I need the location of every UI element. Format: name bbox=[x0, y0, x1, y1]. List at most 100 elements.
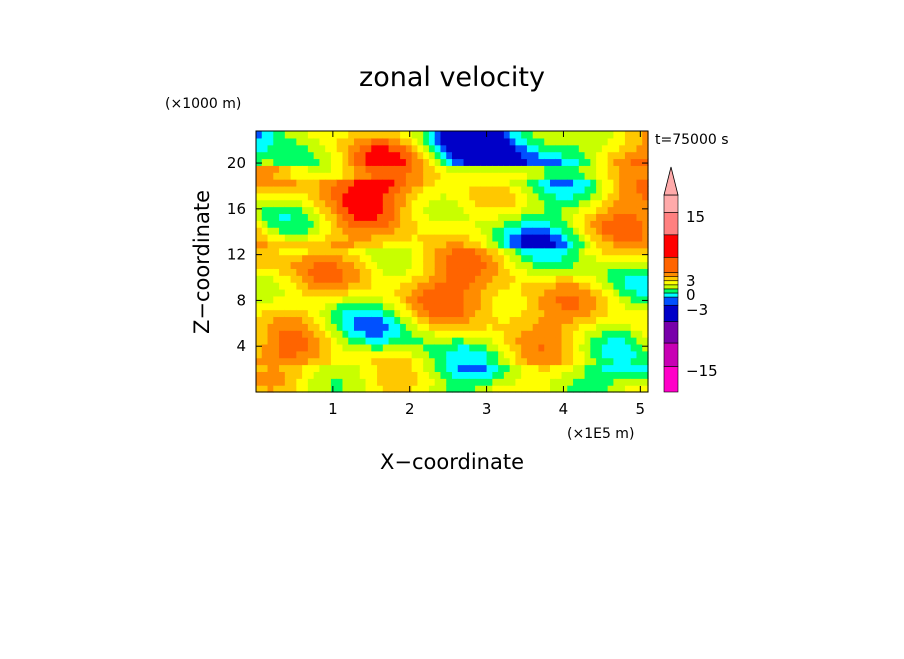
heatmap-cell bbox=[457, 179, 465, 187]
heatmap-cell bbox=[480, 227, 488, 235]
heatmap-cell bbox=[279, 261, 286, 269]
heatmap-cell bbox=[273, 337, 280, 345]
heatmap-cell bbox=[636, 275, 643, 283]
heatmap-cell bbox=[613, 179, 620, 187]
heatmap-cell bbox=[642, 330, 649, 338]
heatmap-cell bbox=[526, 227, 534, 235]
heatmap-cell bbox=[428, 234, 436, 242]
heatmap-cell bbox=[492, 179, 499, 187]
heatmap-cell bbox=[636, 179, 643, 187]
heatmap-cell bbox=[400, 220, 407, 228]
heatmap-cell bbox=[359, 337, 367, 345]
heatmap-cell bbox=[480, 357, 488, 366]
heatmap-cell bbox=[457, 302, 465, 311]
heatmap-cell bbox=[354, 199, 361, 208]
heatmap-cell bbox=[463, 254, 470, 263]
heatmap-cell bbox=[526, 302, 534, 311]
heatmap-cell bbox=[642, 192, 649, 201]
colorbar-swatch bbox=[663, 234, 679, 258]
heatmap-cell bbox=[613, 165, 620, 173]
heatmap-cell bbox=[325, 282, 332, 290]
heatmap-cell bbox=[480, 371, 488, 379]
heatmap-cell bbox=[486, 172, 493, 180]
heatmap-cell bbox=[296, 309, 303, 318]
heatmap-cell bbox=[515, 261, 522, 269]
heatmap-cell bbox=[521, 378, 528, 386]
heatmap-cell bbox=[296, 165, 303, 173]
heatmap-cell bbox=[359, 350, 367, 359]
heatmap-cell bbox=[273, 385, 280, 393]
heatmap-cell bbox=[359, 240, 367, 249]
heatmap-cell bbox=[475, 309, 482, 318]
heatmap-cell bbox=[365, 309, 372, 318]
heatmap-cell bbox=[313, 185, 321, 194]
heatmap-cell bbox=[492, 247, 499, 256]
heatmap-cell bbox=[307, 234, 315, 242]
heatmap-cell bbox=[538, 288, 545, 297]
heatmap-cell bbox=[486, 199, 493, 208]
heatmap-cell bbox=[256, 234, 263, 242]
heatmap-cell bbox=[325, 131, 332, 139]
heatmap-cell bbox=[359, 385, 367, 393]
heatmap-cell bbox=[590, 240, 597, 249]
heatmap-cell bbox=[371, 350, 378, 359]
heatmap-cell bbox=[475, 192, 482, 201]
heatmap-cell bbox=[550, 192, 557, 201]
heatmap-cell bbox=[538, 268, 545, 276]
heatmap-cell bbox=[382, 343, 390, 352]
heatmap-cell bbox=[273, 275, 280, 283]
heatmap-cell bbox=[365, 330, 372, 338]
heatmap-cell bbox=[526, 206, 534, 215]
heatmap-cell bbox=[544, 137, 551, 146]
heatmap-cell bbox=[371, 282, 378, 290]
heatmap-cell bbox=[273, 254, 280, 263]
heatmap-cell bbox=[521, 158, 528, 166]
heatmap-cell bbox=[590, 302, 597, 311]
heatmap-cell bbox=[302, 275, 309, 283]
heatmap-cell bbox=[573, 302, 580, 311]
heatmap-cell bbox=[417, 254, 424, 263]
heatmap-cell bbox=[440, 282, 447, 290]
heatmap-cell bbox=[550, 323, 557, 331]
heatmap-cell bbox=[538, 343, 545, 352]
heatmap-cell bbox=[498, 185, 505, 194]
heatmap-cell bbox=[365, 240, 372, 249]
heatmap-cell bbox=[492, 213, 499, 221]
heatmap-cell bbox=[521, 275, 528, 283]
heatmap-cell bbox=[550, 330, 557, 338]
heatmap-cell bbox=[463, 316, 470, 324]
heatmap-cell bbox=[509, 151, 517, 160]
heatmap-cell bbox=[578, 268, 586, 276]
heatmap-cell bbox=[348, 371, 355, 379]
heatmap-cell bbox=[538, 364, 545, 372]
heatmap-cell bbox=[590, 227, 597, 235]
heatmap-cell bbox=[330, 213, 338, 221]
heatmap-cell bbox=[567, 227, 574, 235]
heatmap-cell bbox=[446, 309, 453, 318]
colorbar-swatch bbox=[663, 276, 679, 282]
heatmap-cell bbox=[550, 227, 557, 235]
heatmap-cell bbox=[440, 165, 447, 173]
heatmap-cell bbox=[440, 302, 447, 311]
heatmap-cell bbox=[267, 151, 274, 160]
heatmap-cell bbox=[296, 220, 303, 228]
heatmap-cell bbox=[521, 213, 528, 221]
heatmap-cell bbox=[573, 282, 580, 290]
heatmap-cell bbox=[561, 240, 568, 249]
heatmap-cell bbox=[532, 158, 540, 166]
heatmap-cell bbox=[596, 275, 603, 283]
heatmap-cell bbox=[348, 151, 355, 160]
heatmap-cell bbox=[261, 144, 269, 153]
heatmap-cell bbox=[463, 288, 470, 297]
heatmap-cell bbox=[452, 364, 459, 372]
heatmap-cell bbox=[279, 302, 286, 311]
heatmap-cell bbox=[538, 323, 545, 331]
heatmap-cell bbox=[601, 206, 609, 215]
colorbar-swatch bbox=[663, 272, 679, 277]
heatmap-cell bbox=[428, 151, 436, 160]
heatmap-cell bbox=[417, 206, 424, 215]
heatmap-cell bbox=[336, 268, 344, 276]
heatmap-cell bbox=[486, 316, 493, 324]
heatmap-cell bbox=[284, 247, 292, 256]
heatmap-cell bbox=[624, 179, 632, 187]
